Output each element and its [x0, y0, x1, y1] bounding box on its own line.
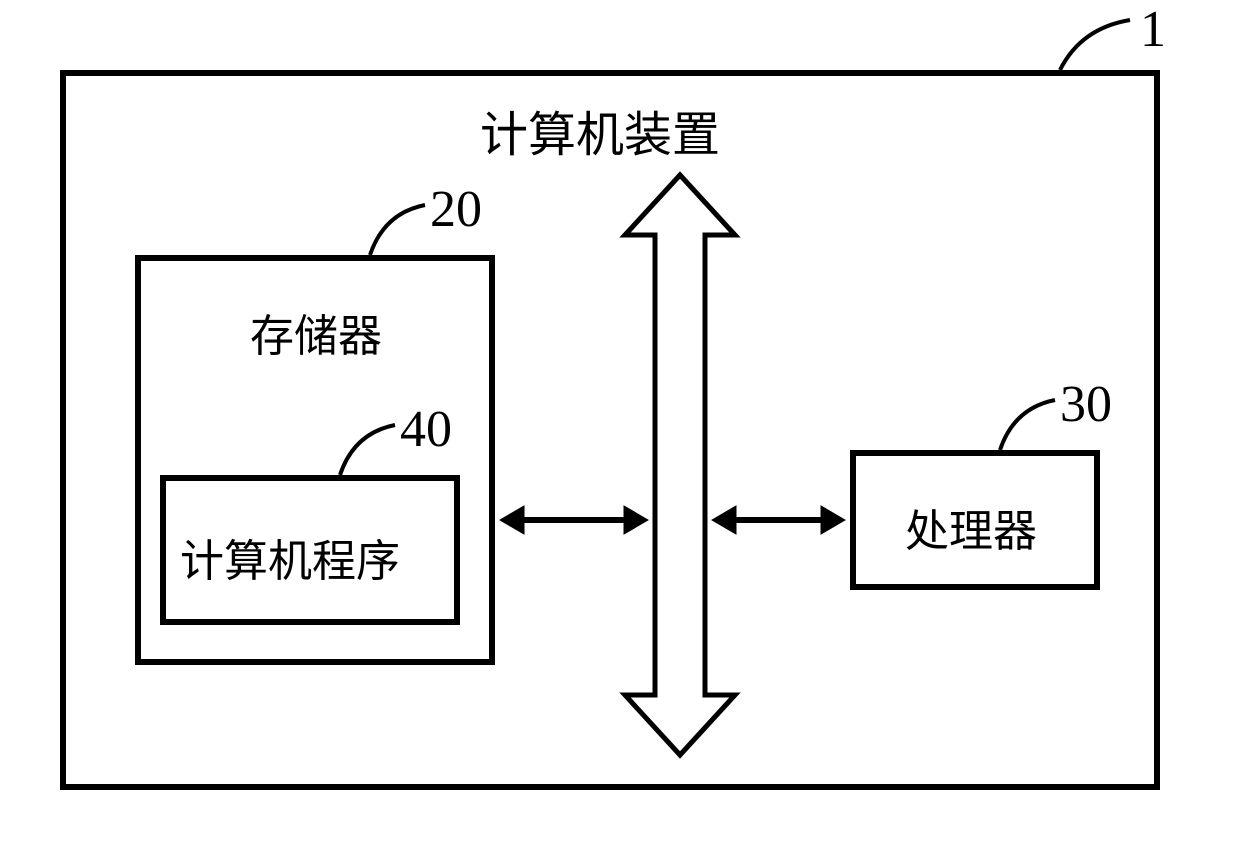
- program-label: 计算机程序: [180, 525, 400, 589]
- ref-outer: 1: [1140, 0, 1166, 59]
- processor-label: 处理器: [905, 495, 1037, 559]
- ref-processor: 30: [1060, 375, 1112, 434]
- outer-title: 计算机装置: [480, 95, 720, 165]
- leader-outer: [1060, 20, 1130, 70]
- ref-memory: 20: [430, 180, 482, 239]
- ref-program: 40: [400, 400, 452, 459]
- memory-label: 存储器: [250, 300, 382, 364]
